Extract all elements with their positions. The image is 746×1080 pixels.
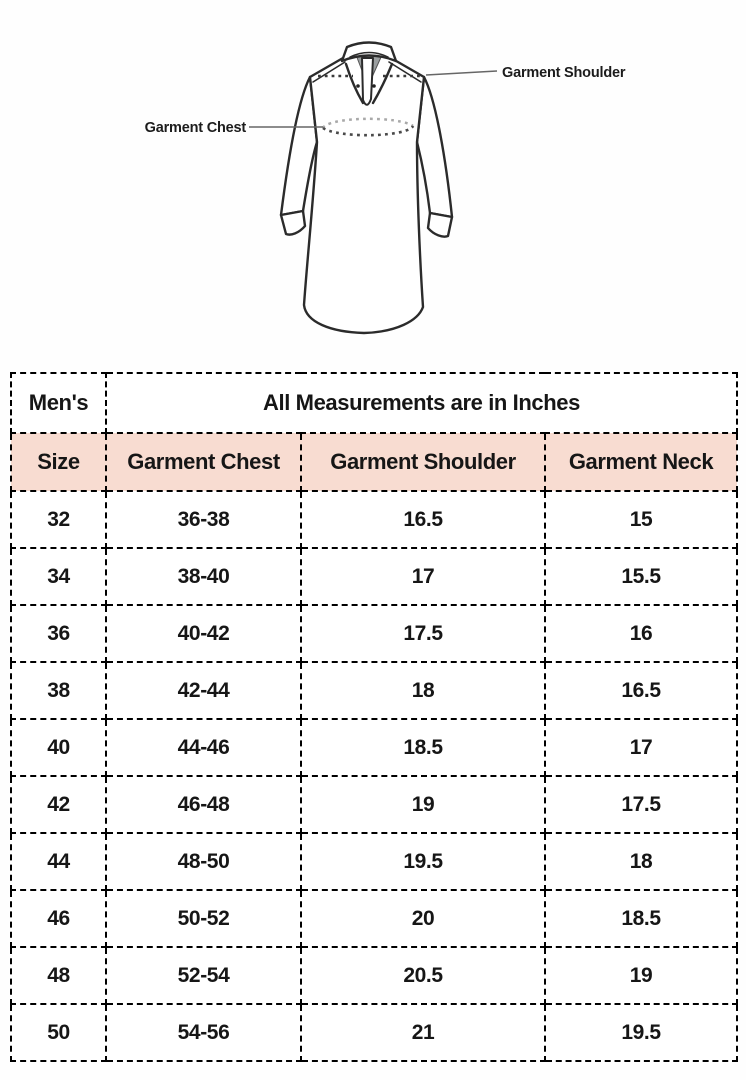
table-title-row: Men's All Measurements are in Inches xyxy=(10,372,739,434)
table-row: 50 54-56 21 19.5 xyxy=(10,1003,739,1062)
table-row: 48 52-54 20.5 19 xyxy=(10,946,739,1005)
right-shoulder-seam xyxy=(388,61,422,83)
cell-neck: 16 xyxy=(543,604,739,663)
button-dot xyxy=(372,84,376,88)
placket-left-edge xyxy=(344,62,365,105)
col-header-shoulder: Garment Shoulder xyxy=(300,432,546,492)
table-title: All Measurements are in Inches xyxy=(104,372,739,434)
cell-shoulder: 18.5 xyxy=(300,718,546,777)
cell-neck: 16.5 xyxy=(543,661,739,720)
cell-chest: 38-40 xyxy=(105,547,302,606)
col-header-chest: Garment Chest xyxy=(105,432,302,492)
left-shoulder-seam xyxy=(312,61,346,83)
cell-neck: 15.5 xyxy=(543,547,739,606)
cell-size: 40 xyxy=(10,718,107,777)
table-row: 36 40-42 17.5 16 xyxy=(10,604,739,663)
cell-size: 38 xyxy=(10,661,107,720)
table-row: 42 46-48 19 17.5 xyxy=(10,775,739,834)
placket-right-edge xyxy=(371,62,394,105)
col-header-neck: Garment Neck xyxy=(543,432,739,492)
cell-shoulder: 16.5 xyxy=(300,490,546,549)
table-row: 38 42-44 18 16.5 xyxy=(10,661,739,720)
cell-size: 44 xyxy=(10,832,107,891)
cell-size: 50 xyxy=(10,1003,107,1062)
cell-chest: 46-48 xyxy=(105,775,302,834)
cell-chest: 36-38 xyxy=(105,490,302,549)
cell-shoulder: 17.5 xyxy=(300,604,546,663)
left-cuff xyxy=(279,209,307,236)
cell-chest: 52-54 xyxy=(105,946,302,1005)
chest-dotted-ellipse-top xyxy=(321,117,414,129)
cell-shoulder: 19.5 xyxy=(300,832,546,891)
cell-neck: 18 xyxy=(543,832,739,891)
right-cuff xyxy=(426,211,454,238)
cell-shoulder: 20.5 xyxy=(300,946,546,1005)
cell-neck: 17 xyxy=(543,718,739,777)
chest-dotted-ellipse-bottom xyxy=(322,125,415,137)
garment-diagram: Garment Shoulder Garment Chest xyxy=(0,0,746,368)
cell-neck: 19 xyxy=(543,946,739,1005)
placket-strip xyxy=(361,57,374,106)
cell-size: 36 xyxy=(10,604,107,663)
cell-size: 46 xyxy=(10,889,107,948)
button-dot xyxy=(356,84,360,88)
cell-neck: 17.5 xyxy=(543,775,739,834)
cell-size: 48 xyxy=(10,946,107,1005)
cell-shoulder: 20 xyxy=(300,889,546,948)
col-header-size: Size xyxy=(10,432,107,492)
size-chart-table: Men's All Measurements are in Inches Siz… xyxy=(10,372,739,1062)
cell-neck: 18.5 xyxy=(543,889,739,948)
cell-shoulder: 19 xyxy=(300,775,546,834)
cell-neck: 15 xyxy=(543,490,739,549)
cell-neck: 19.5 xyxy=(543,1003,739,1062)
cell-size: 34 xyxy=(10,547,107,606)
table-header-row: Size Garment Chest Garment Shoulder Garm… xyxy=(10,432,739,492)
cell-chest: 40-42 xyxy=(105,604,302,663)
table-row: 34 38-40 17 15.5 xyxy=(10,547,739,606)
shoulder-leader-line xyxy=(425,70,498,76)
cell-shoulder: 17 xyxy=(300,547,546,606)
collar-inner-line xyxy=(349,51,389,58)
cell-size: 32 xyxy=(10,490,107,549)
table-row: 46 50-52 20 18.5 xyxy=(10,889,739,948)
cell-shoulder: 21 xyxy=(300,1003,546,1062)
cell-chest: 44-46 xyxy=(105,718,302,777)
category-cell: Men's xyxy=(10,372,107,434)
table-row: 40 44-46 18.5 17 xyxy=(10,718,739,777)
cell-size: 42 xyxy=(10,775,107,834)
garment-chest-label: Garment Chest xyxy=(145,120,247,136)
cell-chest: 54-56 xyxy=(105,1003,302,1062)
cell-chest: 42-44 xyxy=(105,661,302,720)
cell-chest: 50-52 xyxy=(105,889,302,948)
kurta-illustration: Garment Shoulder Garment Chest xyxy=(145,41,626,335)
cell-shoulder: 18 xyxy=(300,661,546,720)
garment-shoulder-label: Garment Shoulder xyxy=(502,65,626,81)
table-row: 32 36-38 16.5 15 xyxy=(10,490,739,549)
table-row: 44 48-50 19.5 18 xyxy=(10,832,739,891)
cell-chest: 48-50 xyxy=(105,832,302,891)
